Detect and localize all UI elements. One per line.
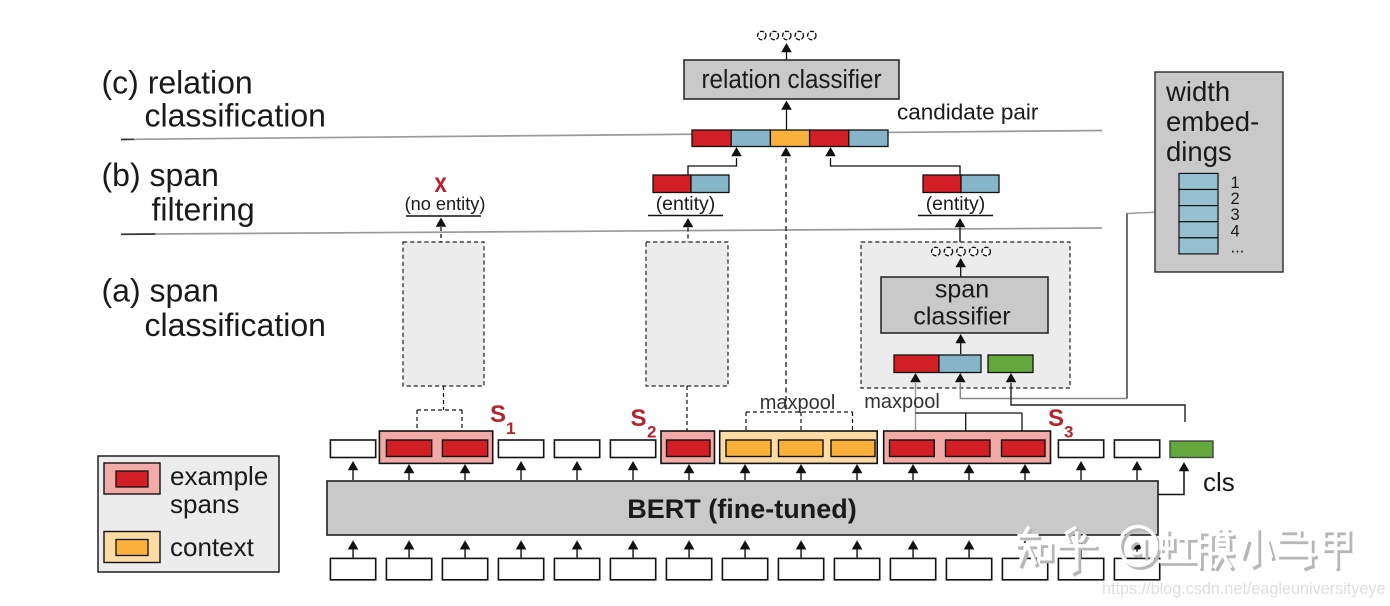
svg-text:context: context	[170, 532, 255, 562]
svg-text:...: ...	[1231, 238, 1245, 256]
svg-text:2: 2	[1231, 190, 1240, 208]
svg-text:candidate pair: candidate pair	[897, 100, 1039, 125]
svg-text:classifier: classifier	[913, 303, 1010, 331]
svg-text:embed-: embed-	[1166, 106, 1259, 137]
svg-text:BERT (fine-tuned): BERT (fine-tuned)	[627, 494, 856, 524]
svg-text:x: x	[434, 167, 447, 198]
svg-text:example: example	[170, 461, 268, 491]
svg-text:1: 1	[506, 419, 515, 438]
svg-text:dings: dings	[1166, 136, 1232, 167]
svg-text:spans: spans	[170, 489, 239, 519]
svg-text:maxpool: maxpool	[760, 392, 836, 414]
svg-text:(a) span: (a) span	[102, 273, 219, 309]
svg-text:(no entity): (no entity)	[405, 194, 486, 214]
svg-text:S: S	[490, 401, 506, 428]
svg-text:3: 3	[1231, 206, 1240, 224]
svg-text:4: 4	[1231, 222, 1240, 240]
svg-text:classification: classification	[145, 307, 326, 343]
svg-text:maxpool: maxpool	[864, 391, 940, 413]
svg-text:2: 2	[647, 423, 656, 442]
svg-text:relation classifier: relation classifier	[702, 66, 882, 94]
svg-text:classification: classification	[145, 98, 326, 134]
svg-text:3: 3	[1064, 423, 1073, 442]
svg-text:1: 1	[1231, 174, 1240, 192]
svg-text:cls: cls	[1203, 467, 1235, 497]
svg-text:span: span	[935, 276, 989, 304]
svg-text:S: S	[1048, 405, 1064, 432]
svg-text:(entity): (entity)	[926, 193, 986, 215]
svg-text:filtering: filtering	[152, 192, 255, 228]
svg-text:(b) span: (b) span	[102, 157, 219, 193]
svg-text:(entity): (entity)	[656, 193, 716, 215]
svg-text:https://blog.csdn.net/eagleuni: https://blog.csdn.net/eagleuniversityeye	[1102, 580, 1385, 598]
svg-text:S: S	[631, 405, 647, 432]
svg-text:(c) relation: (c) relation	[102, 65, 253, 101]
svg-text:width: width	[1165, 76, 1230, 107]
